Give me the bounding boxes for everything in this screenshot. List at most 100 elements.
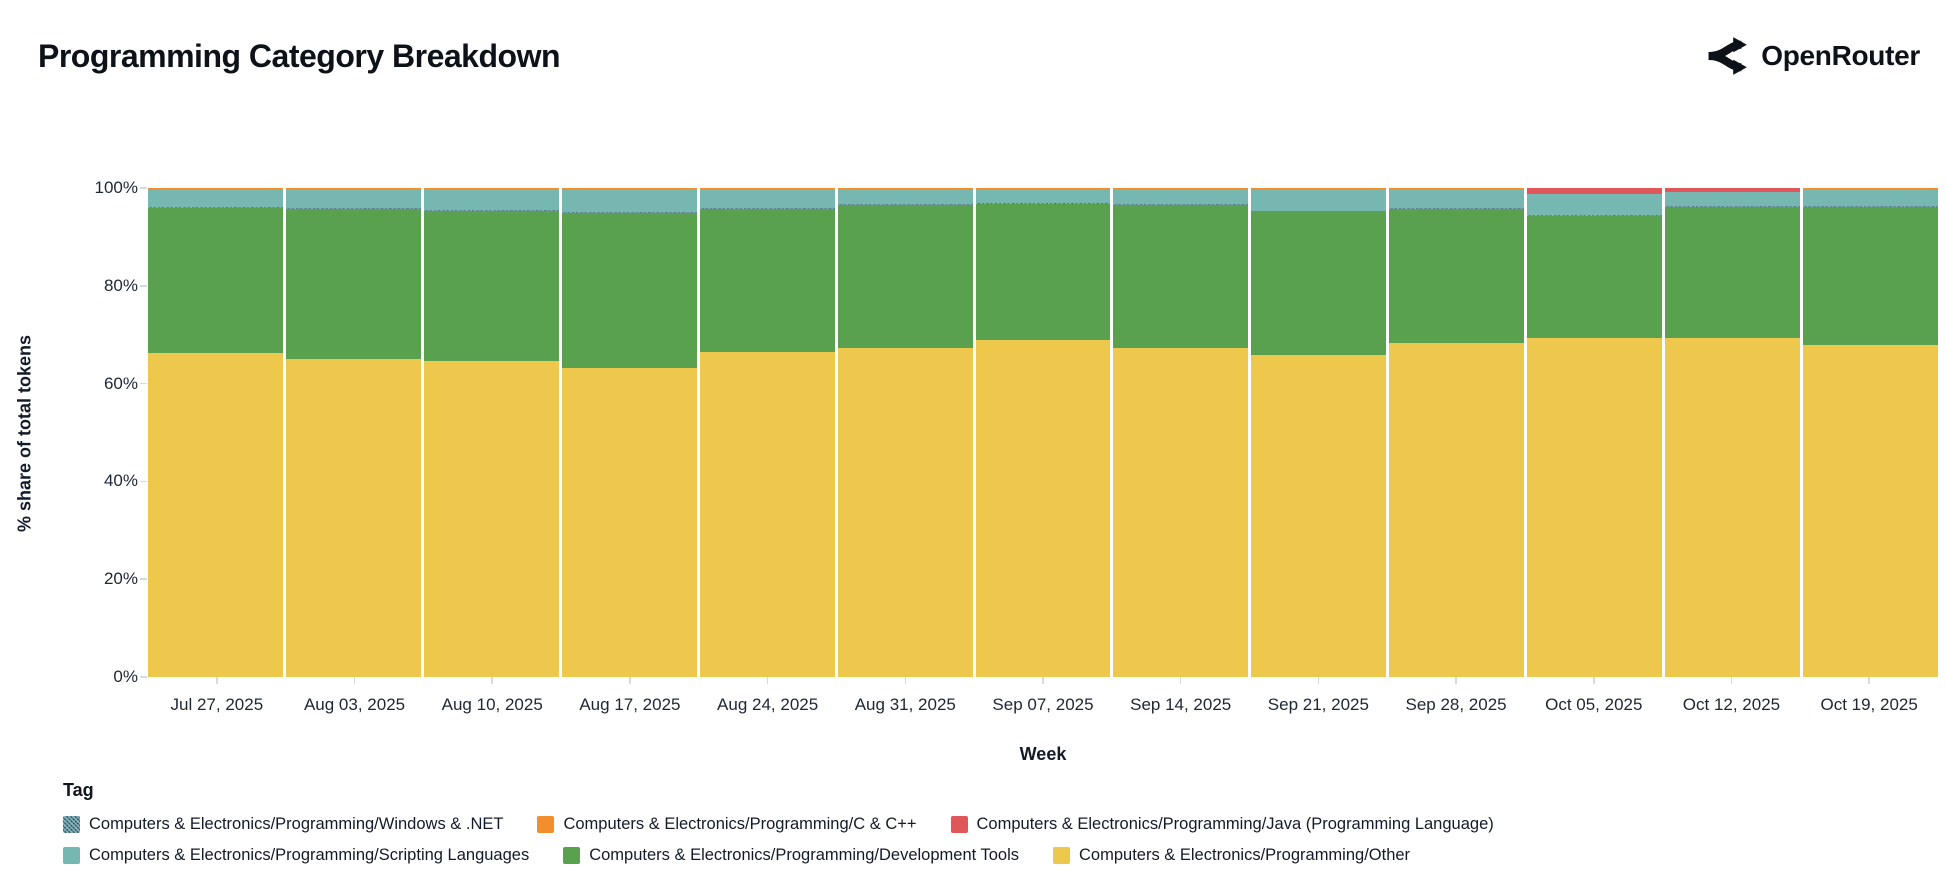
- bar-segment-other[interactable]: [1527, 338, 1663, 677]
- bar-week-aug-17-2025[interactable]: [561, 188, 697, 677]
- bar-segment-c-c-[interactable]: [148, 188, 283, 190]
- legend-item-java-programming-language-[interactable]: Computers & Electronics/Programming/Java…: [950, 815, 1494, 834]
- bar-segment-other[interactable]: [285, 359, 421, 677]
- bar-segment-windows-net[interactable]: [1251, 210, 1387, 212]
- bar-segment-windows-net[interactable]: [1389, 208, 1525, 210]
- bar-segment-other[interactable]: [1665, 337, 1801, 677]
- bar-segment-development-tools[interactable]: [1251, 211, 1387, 356]
- bar-segment-scripting-languages[interactable]: [837, 189, 973, 205]
- bar-segment-development-tools[interactable]: [148, 207, 283, 353]
- bar-segment-scripting-languages[interactable]: [1389, 189, 1525, 209]
- bar-segment-other[interactable]: [1113, 347, 1249, 677]
- bar-segment-other[interactable]: [1251, 355, 1387, 677]
- legend-item-development-tools[interactable]: Computers & Electronics/Programming/Deve…: [563, 846, 1019, 865]
- legend-item-windows-net[interactable]: Computers & Electronics/Programming/Wind…: [63, 815, 503, 834]
- bar-segment-windows-net[interactable]: [1665, 206, 1801, 208]
- bar-segment-other[interactable]: [699, 352, 835, 677]
- bar-segment-windows-net[interactable]: [837, 204, 973, 206]
- bar-segment-scripting-languages[interactable]: [1803, 189, 1938, 207]
- bar-segment-development-tools[interactable]: [1665, 207, 1801, 338]
- bar-week-aug-03-2025[interactable]: [285, 188, 421, 677]
- bar-segment-scripting-languages[interactable]: [975, 189, 1111, 204]
- bar-segment-c-c-[interactable]: [837, 188, 973, 190]
- bar-segment-scripting-languages[interactable]: [1527, 194, 1663, 215]
- bar-segment-scripting-languages[interactable]: [148, 189, 283, 207]
- bar-segment-java-programming-language-[interactable]: [1665, 188, 1801, 192]
- x-tick-label: Sep 28, 2025: [1405, 695, 1507, 714]
- bar-segment-other[interactable]: [1389, 343, 1525, 677]
- bar-segment-development-tools[interactable]: [1527, 215, 1663, 339]
- bar-week-sep-14-2025[interactable]: [1113, 188, 1249, 677]
- bar-segment-other[interactable]: [837, 347, 973, 677]
- x-tick-label: Sep 21, 2025: [1267, 695, 1369, 714]
- bar-segment-c-c-[interactable]: [1113, 188, 1249, 190]
- bar-segment-development-tools[interactable]: [837, 205, 973, 348]
- bar-segment-scripting-languages[interactable]: [699, 189, 835, 209]
- bar-segment-scripting-languages[interactable]: [285, 189, 421, 209]
- bar-segment-development-tools[interactable]: [699, 209, 835, 353]
- bar-segment-scripting-languages[interactable]: [1113, 189, 1249, 205]
- bar-week-sep-07-2025[interactable]: [975, 188, 1111, 677]
- legend-item-other[interactable]: Computers & Electronics/Programming/Othe…: [1053, 846, 1410, 865]
- bar-segment-development-tools[interactable]: [285, 209, 421, 360]
- bar-segment-scripting-languages[interactable]: [561, 189, 697, 212]
- bar-week-aug-10-2025[interactable]: [423, 188, 559, 677]
- bar-segment-scripting-languages[interactable]: [1251, 189, 1387, 211]
- bar-segment-c-c-[interactable]: [975, 188, 1111, 190]
- bar-segment-c-c-[interactable]: [423, 188, 559, 190]
- x-tick-label: Aug 10, 2025: [441, 695, 543, 714]
- bar-week-aug-24-2025[interactable]: [699, 188, 835, 677]
- bar-segment-development-tools[interactable]: [1113, 205, 1249, 348]
- brand: OpenRouter: [1703, 36, 1920, 76]
- bar-segment-c-c-[interactable]: [1389, 188, 1525, 190]
- bar-week-oct-05-2025[interactable]: [1527, 188, 1663, 677]
- bar-segment-development-tools[interactable]: [1389, 209, 1525, 344]
- bar-segment-windows-net[interactable]: [975, 203, 1111, 205]
- x-tick-mark: [1593, 677, 1595, 684]
- legend-swatch-icon: [1053, 847, 1071, 864]
- bar-segment-other[interactable]: [423, 361, 559, 677]
- bar-segment-development-tools[interactable]: [1803, 207, 1938, 346]
- legend-item-scripting-languages[interactable]: Computers & Electronics/Programming/Scri…: [63, 846, 529, 865]
- x-tick-mark: [629, 677, 631, 684]
- y-tick-mark: [140, 480, 147, 483]
- bar-segment-windows-net[interactable]: [561, 211, 697, 213]
- bar-segment-other[interactable]: [975, 339, 1111, 677]
- bar-segment-c-c-[interactable]: [699, 188, 835, 190]
- legend-label: Computers & Electronics/Programming/Othe…: [1079, 846, 1411, 864]
- bar-week-oct-19-2025[interactable]: [1803, 188, 1938, 677]
- bar-segment-other[interactable]: [561, 367, 697, 677]
- x-tick-label: Oct 12, 2025: [1682, 695, 1781, 714]
- y-tick-label: 20%: [103, 569, 138, 589]
- bar-segment-c-c-[interactable]: [285, 188, 421, 190]
- bar-segment-development-tools[interactable]: [561, 212, 697, 368]
- bar-segment-java-programming-language-[interactable]: [1527, 188, 1663, 194]
- bar-segment-development-tools[interactable]: [423, 211, 559, 362]
- bar-segment-other[interactable]: [148, 352, 283, 677]
- bar-segment-windows-net[interactable]: [699, 208, 835, 210]
- x-tick-label: Aug 24, 2025: [717, 695, 819, 714]
- bar-segment-windows-net[interactable]: [423, 210, 559, 211]
- x-tick-mark: [1042, 677, 1044, 684]
- bar-segment-scripting-languages[interactable]: [423, 189, 559, 211]
- bar-week-oct-12-2025[interactable]: [1665, 188, 1801, 677]
- bar-segment-windows-net[interactable]: [285, 208, 421, 210]
- bar-week-jul-27-2025[interactable]: [148, 188, 283, 677]
- bar-week-sep-28-2025[interactable]: [1389, 188, 1525, 677]
- y-tick-mark: [140, 382, 147, 385]
- bar-week-aug-31-2025[interactable]: [837, 188, 973, 677]
- bar-week-sep-21-2025[interactable]: [1251, 188, 1387, 677]
- bar-segment-windows-net[interactable]: [1113, 204, 1249, 206]
- bar-segment-other[interactable]: [1803, 345, 1938, 677]
- bar-segment-windows-net[interactable]: [1527, 214, 1663, 216]
- legend-item-c-c-[interactable]: Computers & Electronics/Programming/C & …: [537, 815, 917, 834]
- bar-segment-c-c-[interactable]: [1251, 188, 1387, 190]
- bar-segment-scripting-languages[interactable]: [1665, 192, 1801, 207]
- bar-segment-c-c-[interactable]: [1803, 188, 1938, 190]
- x-tick-mark: [216, 677, 218, 684]
- bar-segment-c-c-[interactable]: [561, 188, 697, 190]
- bar-segment-windows-net[interactable]: [1803, 206, 1938, 208]
- bar-segment-development-tools[interactable]: [975, 204, 1111, 340]
- x-tick-mark: [1179, 677, 1182, 684]
- bar-segment-windows-net[interactable]: [148, 206, 283, 208]
